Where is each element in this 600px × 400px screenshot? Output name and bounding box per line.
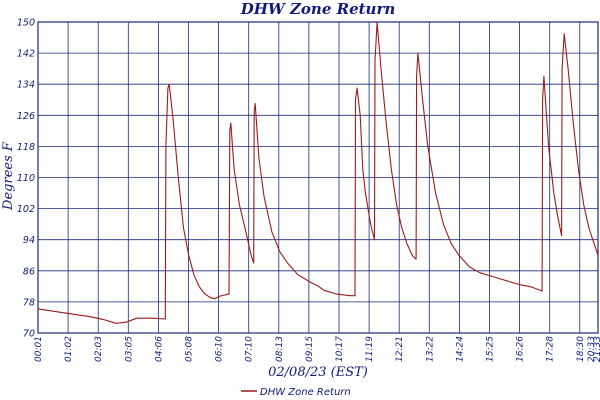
x-tick-label: 10:17 [335,336,345,362]
x-axis-label: 02/08/23 (EST) [268,365,368,380]
x-tick-label: 04:06 [154,336,164,362]
x-tick-label: 21:33 [593,336,600,362]
x-tick-label: 02:03 [94,336,104,362]
x-tick-label: 13:22 [425,336,435,362]
x-tick-label: 08:13 [275,336,285,362]
chart-title: DHW Zone Return [240,0,396,18]
x-tick-label: 09:15 [305,336,315,362]
x-tick-label: 20:33 [587,336,597,362]
y-axis-label: Degrees F [1,141,16,211]
y-tick-label: 126 [17,111,35,122]
x-tick-labels: 00:01 01:02 02:03 03:05 04:06 05:08 06:10 07:10… [34,336,600,362]
y-tick-label: 70 [23,329,35,340]
x-tick-label: 14:24 [455,336,465,362]
x-tick-label: 17:28 [546,336,556,362]
y-tick-label: 118 [17,142,35,153]
y-tick-label: 134 [17,80,35,91]
x-tick-label: 01:02 [64,336,74,362]
x-tick-label: 11:19 [365,336,375,362]
y-tick-label: 110 [17,173,35,184]
y-tick-labels: 70 78 86 94 102 110 118 126 134 142 150 [17,18,35,340]
y-tick-label: 102 [17,204,35,215]
series-line-dhw-zone-return [37,21,599,324]
x-tick-label: 00:01 [34,336,44,362]
y-tick-label: 86 [23,266,35,277]
x-tick-label: 05:08 [185,336,195,362]
x-tick-label: 18:30 [576,336,586,362]
x-tick-label: 07:10 [245,336,255,362]
legend: DHW Zone Return [241,387,351,398]
y-tick-label: 150 [17,18,35,29]
x-tick-label: 06:10 [215,336,225,362]
y-tick-label: 142 [17,49,35,60]
series-group [37,21,599,324]
y-tick-label: 78 [23,297,35,308]
x-tick-label: 15:25 [486,336,496,362]
x-tick-label: 16:26 [516,336,526,362]
x-tick-label: 03:05 [124,336,134,362]
y-tick-label: 94 [23,235,35,246]
legend-label: DHW Zone Return [260,387,351,398]
plot-area [37,21,599,334]
x-tick-label: 12:21 [395,336,405,362]
